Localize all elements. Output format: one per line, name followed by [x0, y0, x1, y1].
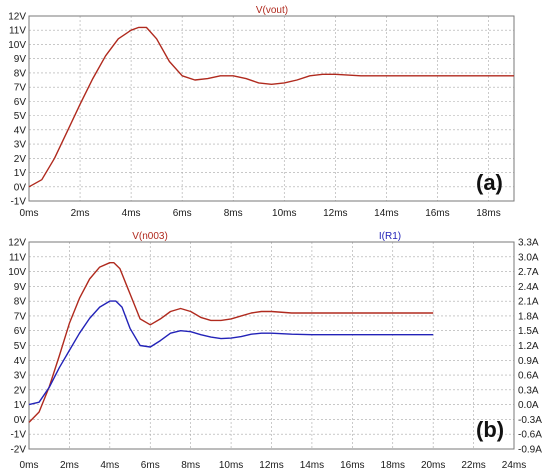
- series-line-i-r1: [28, 300, 434, 406]
- y-tick-label: 4V: [14, 125, 27, 136]
- series-label: V(vout): [256, 5, 288, 16]
- y2-tick-label: -0.9A: [518, 445, 542, 456]
- y-tick-label: 7V: [14, 311, 27, 322]
- x-tick-label: 2ms: [60, 460, 79, 471]
- y2-tick-label: 2.7A: [518, 267, 539, 278]
- y2-tick-label: 1.8A: [518, 311, 539, 322]
- x-tick-label: 6ms: [173, 208, 192, 219]
- y2-tick-label: 0.3A: [518, 385, 539, 396]
- x-tick-label: 4ms: [100, 460, 119, 471]
- panel-label: (b): [476, 417, 504, 442]
- series-line-v-vout: [28, 26, 514, 188]
- y2-tick-label: -0.3A: [518, 415, 542, 426]
- x-tick-label: 24ms: [502, 460, 526, 471]
- x-tick-label: 4ms: [122, 208, 141, 219]
- y-tick-label: 5V: [14, 111, 27, 122]
- x-tick-label: 18ms: [476, 208, 500, 219]
- x-tick-label: 10ms: [219, 460, 243, 471]
- y2-tick-label: -0.6A: [518, 430, 542, 441]
- chart-panel-1: -1V 0V 1V 2V 3V 4V 5V 6V 7V 8V 9V 10V 11V 12V 0ms 2ms 4m…: [8, 5, 515, 219]
- y-tick-label: 8V: [14, 297, 27, 308]
- plot-frame: [28, 241, 515, 450]
- series-label: I(R1): [379, 231, 401, 242]
- y-tick-label: 6V: [14, 326, 27, 337]
- x-tick-label: 16ms: [425, 208, 449, 219]
- panel-label: (a): [476, 170, 503, 195]
- x-tick-label: 2ms: [71, 208, 90, 219]
- y-tick-label: 0V: [14, 182, 27, 193]
- y-tick-label: 10V: [8, 40, 26, 51]
- y-tick-label: 11V: [9, 252, 26, 263]
- x-tick-label: 10ms: [272, 208, 296, 219]
- y-tick-label: 2V: [14, 385, 27, 396]
- x-tick-label: 0ms: [20, 460, 39, 471]
- y-tick-label: 12V: [8, 12, 26, 23]
- x-tick-label: 8ms: [181, 460, 200, 471]
- plot-frame: [28, 15, 515, 202]
- y2-tick-label: 3.3A: [518, 238, 539, 249]
- y2-tick-label: 1.2A: [518, 341, 539, 352]
- y-tick-label: 12V: [8, 238, 26, 249]
- y-tick-label: 5V: [14, 341, 27, 352]
- y2-tick-label: 2.1A: [518, 297, 539, 308]
- y2-tick-label: 0.0A: [518, 400, 539, 411]
- y-tick-label: 6V: [14, 97, 27, 108]
- x-tick-label: 14ms: [300, 460, 324, 471]
- x-tick-label: 14ms: [374, 208, 398, 219]
- y-tick-label: -1V: [10, 197, 26, 208]
- y-tick-label: -2V: [10, 445, 26, 456]
- y2-tick-label: 1.5A: [518, 326, 539, 337]
- chart-panel-2: -2V -1V 0V 1V 2V 3V 4V 5V 6V 7V 8V 9V 10V 11V 12V -0.9A…: [8, 231, 542, 471]
- x-tick-label: 22ms: [461, 460, 485, 471]
- y-tick-label: 10V: [8, 267, 26, 278]
- y2-tick-label: 0.6A: [518, 371, 539, 382]
- x-tick-label: 6ms: [141, 460, 160, 471]
- y-tick-label: 1V: [14, 400, 27, 411]
- x-tick-label: 18ms: [381, 460, 405, 471]
- series-label: V(n003): [132, 231, 168, 242]
- x-tick-label: 0ms: [20, 208, 39, 219]
- y-tick-label: 3V: [14, 371, 27, 382]
- y2-tick-label: 2.4A: [518, 282, 539, 293]
- y-tick-label: 4V: [14, 356, 27, 367]
- y-tick-label: 3V: [14, 140, 27, 151]
- y-tick-label: 2V: [14, 154, 27, 165]
- y2-tick-label: 0.9A: [518, 356, 539, 367]
- y-tick-label: 1V: [14, 168, 27, 179]
- y2-tick-label: 3.0A: [518, 252, 539, 263]
- y-tick-label: 8V: [14, 68, 27, 79]
- x-tick-label: 12ms: [323, 208, 347, 219]
- y-tick-label: -1V: [10, 430, 26, 441]
- series-line-v-n003: [28, 262, 434, 423]
- y-tick-label: 0V: [14, 415, 27, 426]
- x-tick-label: 8ms: [224, 208, 243, 219]
- y-tick-label: 9V: [14, 54, 27, 65]
- y-tick-label: 11V: [9, 26, 26, 37]
- x-tick-label: 12ms: [259, 460, 283, 471]
- y-tick-label: 7V: [14, 83, 27, 94]
- x-tick-label: 20ms: [421, 460, 445, 471]
- y-tick-label: 9V: [14, 282, 27, 293]
- x-tick-label: 16ms: [340, 460, 364, 471]
